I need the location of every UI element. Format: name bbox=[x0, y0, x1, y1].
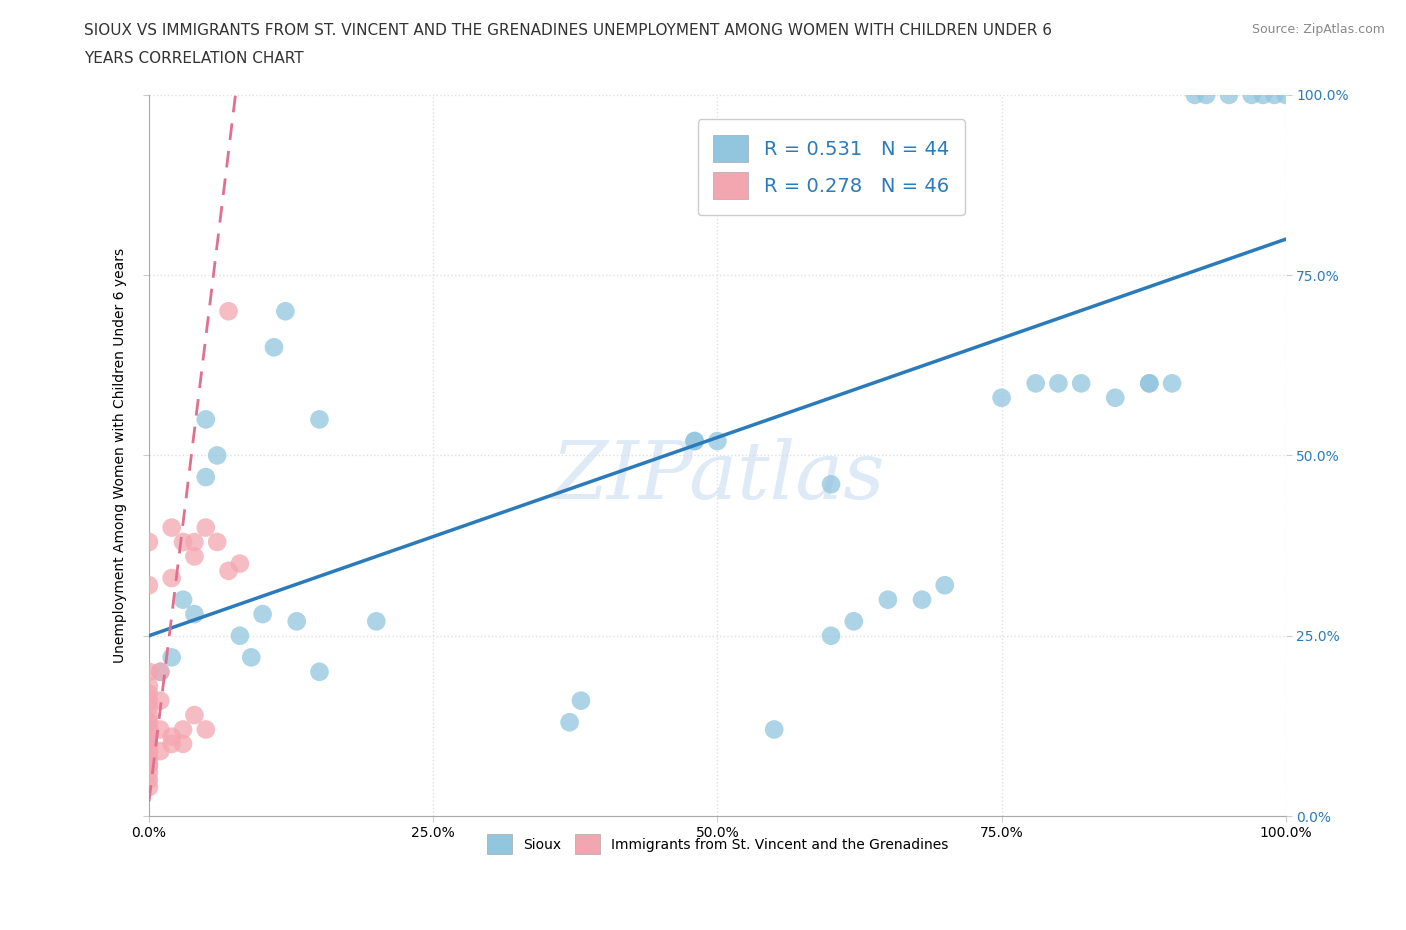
Point bbox=[138, 737, 160, 751]
Point bbox=[218, 564, 240, 578]
Point bbox=[1274, 87, 1296, 102]
Point bbox=[1195, 87, 1218, 102]
Point bbox=[160, 729, 183, 744]
Point bbox=[172, 737, 194, 751]
Point bbox=[138, 693, 160, 708]
Point bbox=[1025, 376, 1047, 391]
Point bbox=[1218, 87, 1240, 102]
Point bbox=[138, 751, 160, 765]
Point bbox=[149, 693, 172, 708]
Point bbox=[160, 571, 183, 586]
Point bbox=[138, 679, 160, 694]
Point bbox=[138, 779, 160, 794]
Point bbox=[911, 592, 934, 607]
Point bbox=[308, 664, 330, 679]
Point bbox=[820, 477, 842, 492]
Point bbox=[138, 765, 160, 780]
Point bbox=[683, 433, 706, 448]
Point bbox=[160, 520, 183, 535]
Point bbox=[138, 729, 160, 744]
Point bbox=[1047, 376, 1070, 391]
Point bbox=[558, 715, 581, 730]
Point bbox=[1184, 87, 1206, 102]
Point bbox=[138, 578, 160, 592]
Point bbox=[569, 693, 592, 708]
Text: SIOUX VS IMMIGRANTS FROM ST. VINCENT AND THE GRENADINES UNEMPLOYMENT AMONG WOMEN: SIOUX VS IMMIGRANTS FROM ST. VINCENT AND… bbox=[84, 23, 1052, 38]
Text: Source: ZipAtlas.com: Source: ZipAtlas.com bbox=[1251, 23, 1385, 36]
Point bbox=[138, 751, 160, 765]
Point bbox=[138, 722, 160, 737]
Point bbox=[229, 556, 252, 571]
Point bbox=[149, 722, 172, 737]
Point bbox=[205, 448, 228, 463]
Point bbox=[172, 722, 194, 737]
Point bbox=[218, 304, 240, 319]
Point bbox=[138, 773, 160, 788]
Point bbox=[252, 606, 274, 621]
Text: YEARS CORRELATION CHART: YEARS CORRELATION CHART bbox=[84, 51, 304, 66]
Point bbox=[285, 614, 308, 629]
Point bbox=[194, 470, 217, 485]
Point bbox=[1137, 376, 1160, 391]
Point bbox=[138, 722, 160, 737]
Point bbox=[183, 708, 205, 723]
Point bbox=[1240, 87, 1263, 102]
Legend: Sioux, Immigrants from St. Vincent and the Grenadines: Sioux, Immigrants from St. Vincent and t… bbox=[481, 829, 953, 859]
Point bbox=[138, 664, 160, 679]
Point bbox=[1070, 376, 1092, 391]
Point bbox=[138, 744, 160, 759]
Y-axis label: Unemployment Among Women with Children Under 6 years: Unemployment Among Women with Children U… bbox=[114, 248, 128, 663]
Point bbox=[240, 650, 263, 665]
Point bbox=[149, 664, 172, 679]
Point bbox=[183, 535, 205, 550]
Point bbox=[160, 650, 183, 665]
Point bbox=[1137, 376, 1160, 391]
Point bbox=[820, 629, 842, 644]
Point bbox=[172, 592, 194, 607]
Point bbox=[1251, 87, 1274, 102]
Point bbox=[205, 535, 228, 550]
Point bbox=[138, 686, 160, 701]
Text: ZIPatlas: ZIPatlas bbox=[551, 438, 884, 516]
Point bbox=[683, 433, 706, 448]
Point bbox=[138, 758, 160, 773]
Point bbox=[138, 737, 160, 751]
Point bbox=[194, 412, 217, 427]
Point bbox=[274, 304, 297, 319]
Point bbox=[229, 629, 252, 644]
Point bbox=[1263, 87, 1285, 102]
Point bbox=[172, 535, 194, 550]
Point bbox=[149, 664, 172, 679]
Point bbox=[990, 391, 1012, 405]
Point bbox=[149, 744, 172, 759]
Point bbox=[138, 715, 160, 730]
Point bbox=[842, 614, 865, 629]
Point bbox=[1104, 391, 1126, 405]
Point bbox=[876, 592, 898, 607]
Point bbox=[263, 339, 285, 354]
Point bbox=[183, 606, 205, 621]
Point bbox=[194, 722, 217, 737]
Point bbox=[194, 520, 217, 535]
Point bbox=[763, 722, 786, 737]
Point bbox=[138, 715, 160, 730]
Point bbox=[366, 614, 388, 629]
Point bbox=[160, 737, 183, 751]
Point bbox=[138, 535, 160, 550]
Point bbox=[183, 549, 205, 564]
Point bbox=[1161, 376, 1184, 391]
Point bbox=[138, 700, 160, 715]
Point bbox=[138, 744, 160, 759]
Point bbox=[138, 737, 160, 751]
Point bbox=[138, 708, 160, 723]
Point bbox=[308, 412, 330, 427]
Point bbox=[138, 729, 160, 744]
Point bbox=[706, 433, 728, 448]
Point bbox=[138, 758, 160, 773]
Point bbox=[934, 578, 956, 592]
